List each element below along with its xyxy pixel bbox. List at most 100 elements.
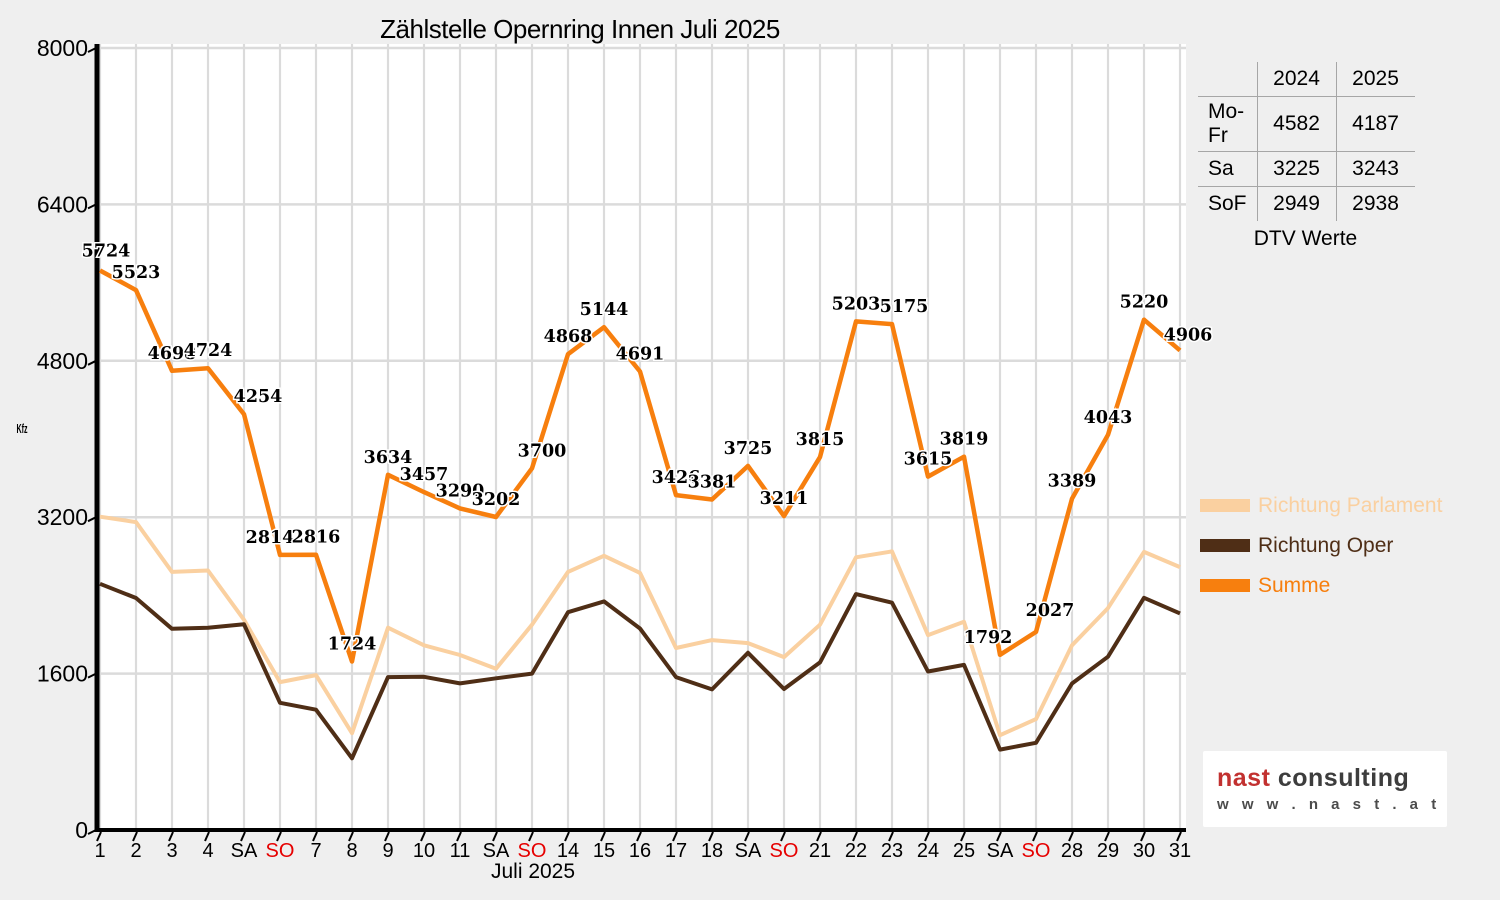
x-axis-tick [240,831,246,842]
x-axis-label: 28 [1061,840,1083,862]
value-2024: 3225 [1256,151,1337,187]
data-label: 3381 [688,473,737,493]
x-axis-tick [780,831,786,842]
x-axis-label-sunday: SO [518,840,547,862]
data-label: 2816 [292,528,341,548]
data-label: 2814 [246,528,295,548]
value-2025: 4187 [1335,96,1415,152]
series-line-richtung-oper [99,581,1181,761]
row-label: Sa [1198,151,1258,187]
table-header-2025: 2025 [1335,62,1415,97]
x-axis-tick [276,831,282,842]
data-label: 5724 [82,241,131,261]
logo-brand-red: nast [1217,764,1271,793]
x-axis-tick [1104,831,1110,842]
data-label: 5144 [580,300,629,320]
y-axis-tick-label: 8000 [37,35,88,61]
data-label: 1724 [328,634,377,654]
x-axis-tick [708,831,714,842]
x-axis-tick [564,831,570,842]
data-label: 3700 [518,441,567,461]
dtv-table: 2024 2025 Mo-Fr 4582 4187 Sa 3225 3243 S… [1198,62,1415,251]
y-axis-tick-label: 1600 [37,661,88,687]
data-label: 4906 [1164,325,1213,345]
y-axis-title: Kfz [16,423,27,437]
data-label: 3634 [364,448,413,468]
x-axis-label: 8 [346,840,357,862]
series-line-summe [98,268,1182,664]
x-axis-label: SA [987,840,1014,862]
data-label: 3815 [796,430,845,450]
x-axis-tick [960,831,966,842]
x-axis-label: 14 [557,840,579,862]
x-axis-label: SA [735,840,762,862]
x-axis-tick [636,831,642,842]
x-axis-tick [600,831,606,842]
x-axis-label: 11 [450,840,471,862]
x-axis-label-sunday: SO [1022,840,1051,862]
logo-url: w w w . n a s t . a t [1217,795,1441,813]
nast-consulting-logo: nast consulting w w w . n a s t . a t [1203,751,1447,827]
data-label: 3290 [436,481,485,501]
x-axis-tick [492,831,498,842]
data-label: 5203 [832,294,881,314]
summe-color-swatch [1200,579,1250,592]
x-axis-tick [1140,831,1146,842]
x-axis-label: 18 [701,840,723,862]
x-axis-label: 16 [629,840,651,862]
x-axis-tick [168,831,174,842]
x-axis-label: 30 [1133,840,1155,862]
parlament-color-swatch [1200,499,1250,512]
x-axis-label: 24 [917,840,939,862]
data-label: 3389 [1048,472,1097,492]
plot-area [97,44,1186,830]
value-2024: 2949 [1256,186,1337,221]
data-label: 4868 [544,327,593,347]
data-label: 3202 [472,490,521,510]
legend-item-summe: Summe [1200,572,1442,599]
value-2025: 2938 [1335,186,1415,221]
x-axis-tick [996,831,1002,842]
chart-legend: Richtung Parlament Richtung Oper Summe [1200,492,1442,612]
x-axis-label: 25 [953,840,975,862]
y-axis-tick-label: 3200 [37,504,88,530]
data-label: 5175 [880,297,929,317]
x-axis-label: 9 [382,840,393,862]
x-axis-label: SA [231,840,258,862]
logo-wordmark: nast consulting [1217,765,1447,793]
row-label: Mo-Fr [1198,96,1258,152]
x-axis-tick [456,831,462,842]
table-header-row: 2024 2025 [1198,62,1415,97]
series-line-richtung-parlament [99,514,1181,738]
x-axis-title: Juli 2025 [491,860,575,883]
data-label: 3457 [400,465,449,485]
row-label: SoF [1208,192,1247,215]
x-axis-tick [1176,831,1182,842]
x-axis-label: 7 [310,840,321,862]
x-axis-label: 21 [809,840,831,862]
x-axis-tick [744,831,750,842]
data-label: 4043 [1084,408,1133,428]
table-row: Sa 3225 3243 [1198,151,1415,187]
x-axis-label: 1 [94,840,105,862]
table-header-2024: 2024 [1256,62,1337,97]
legend-label: Summe [1258,573,1331,597]
legend-label: Richtung Parlament [1258,493,1443,517]
x-axis-tick [384,831,390,842]
x-axis-label-sunday: SO [770,840,799,862]
x-axis-tick [528,831,534,842]
legend-label: Richtung Oper [1258,533,1394,557]
data-label: 4691 [616,344,665,364]
data-label: 3211 [760,489,809,509]
dtv-values-table: 2024 2025 Mo-Fr 4582 4187 Sa 3225 3243 S… [1198,62,1415,221]
page-title: Zählstelle Opernring Innen Juli 2025 [380,14,780,44]
data-label: 5523 [112,263,161,283]
data-label: 3819 [940,430,989,450]
x-axis-tick [924,831,930,842]
table-caption: DTV Werte [1253,227,1358,250]
data-label: 5220 [1120,293,1169,313]
y-axis-tick-label: 6400 [37,191,88,217]
x-axis-tick [816,831,822,842]
